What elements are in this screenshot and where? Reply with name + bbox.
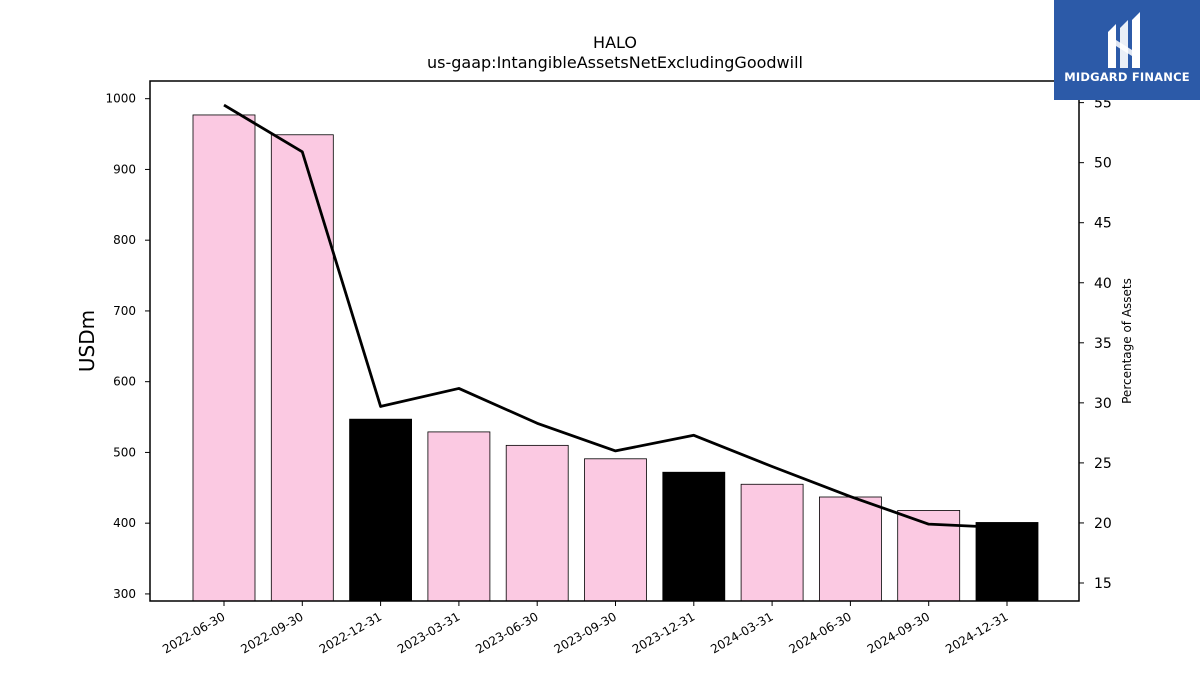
y-tick-label: 1000 (105, 92, 136, 106)
bar-2023-03-31 (427, 431, 491, 602)
bar-2023-06-30 (505, 444, 569, 602)
midgard-finance-logo: MIDGARD FINANCE (1054, 0, 1200, 100)
x-tick-label: 2023-12-31 (630, 609, 697, 656)
x-tick-label: 2023-06-30 (473, 609, 540, 656)
x-tick-label: 2024-09-30 (865, 609, 932, 656)
logo-text: MIDGARD FINANCE (1064, 70, 1190, 84)
x-tick-label: 2023-03-31 (395, 609, 462, 656)
y-tick-label: 900 (113, 162, 136, 176)
x-tick-label: 2024-06-30 (786, 609, 853, 656)
y2-tick-label: 50 (1094, 156, 1112, 172)
y2-tick-label: 25 (1094, 456, 1112, 472)
percentage-line (223, 103, 1008, 530)
x-tick-label: 2022-12-31 (317, 609, 384, 656)
bar-2022-09-30 (270, 134, 334, 602)
y2-tick-label: 20 (1094, 516, 1112, 532)
y2-tick-label: 15 (1094, 576, 1112, 592)
y2-tick-label: 40 (1094, 276, 1112, 292)
y2-tick-label: 45 (1094, 216, 1112, 232)
y-tick-label: 300 (113, 587, 136, 601)
y2-axis-label: Percentage of Assets (1120, 278, 1134, 404)
bar-2023-09-30 (584, 458, 647, 602)
x-axis-ticks: 2022-06-30 2022-09-30 2022-12-31 2023-03-31… (160, 601, 1011, 656)
x-tick-label: 2022-06-30 (160, 609, 227, 656)
x-tick-label: 2024-03-31 (708, 609, 775, 656)
plot-frame (149, 80, 1080, 602)
y-tick-label: 400 (113, 516, 136, 530)
y2-tick-label: 30 (1094, 396, 1112, 412)
chart-title: HALO (593, 33, 637, 52)
bar-2022-12-31 (349, 418, 413, 602)
midgard-logo-icon (1108, 12, 1140, 68)
y-tick-label: 700 (113, 304, 136, 318)
x-tick-label: 2023-09-30 (552, 609, 619, 656)
bar-2024-03-31 (740, 483, 804, 602)
bar-2024-06-30 (819, 496, 882, 602)
chart-subtitle: us-gaap:IntangibleAssetsNetExcludingGood… (427, 53, 803, 72)
bar-2022-06-30 (192, 114, 256, 602)
y-tick-label: 600 (113, 375, 136, 389)
y-axis-label: USDm (75, 310, 99, 372)
line-series (223, 103, 1008, 530)
x-tick-label: 2024-12-31 (943, 609, 1010, 656)
bar-2024-12-31 (975, 522, 1039, 602)
y-axis-ticks: 300 400 500 600 700 800 900 1000 (105, 92, 150, 601)
bar-2023-12-31 (662, 471, 726, 602)
y2-tick-label: 35 (1094, 336, 1112, 352)
y-tick-label: 500 (113, 445, 136, 459)
x-tick-label: 2022-09-30 (238, 609, 305, 656)
y-tick-label: 800 (113, 233, 136, 247)
bar-series (192, 114, 1039, 602)
